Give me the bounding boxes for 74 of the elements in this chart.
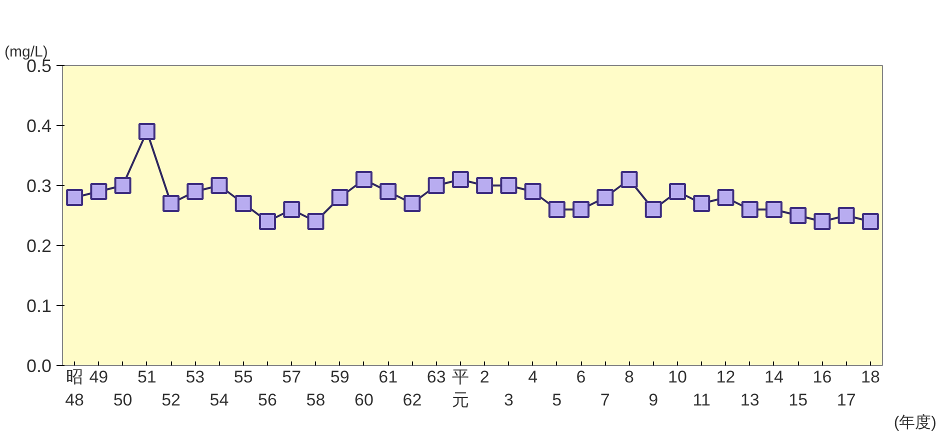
point — [428, 177, 445, 194]
point — [814, 213, 831, 230]
x-tick-label: 6 — [576, 368, 586, 386]
point — [838, 207, 855, 224]
point — [596, 189, 614, 206]
point — [717, 189, 734, 206]
x-tick-label: 13 — [740, 390, 760, 410]
point — [862, 213, 879, 230]
point — [790, 207, 807, 224]
x-tick-label: 61 — [378, 368, 398, 386]
x-tick-label: 4 — [528, 368, 538, 386]
x-tick-label: 9 — [648, 390, 658, 410]
x-tick-label: 3 — [504, 390, 514, 410]
point — [307, 213, 324, 230]
point — [355, 171, 372, 188]
point — [476, 177, 494, 194]
x-tick-label: 平元 — [452, 368, 469, 410]
point — [500, 177, 518, 194]
x-tick-label: 58 — [306, 390, 326, 410]
x-tick-label: 7 — [600, 390, 610, 410]
point — [693, 195, 710, 212]
point — [234, 195, 252, 212]
x-tick-label: 55 — [234, 368, 253, 386]
x-tick-label: 53 — [186, 368, 205, 386]
point — [380, 183, 397, 200]
point — [66, 189, 84, 206]
x-tick-label: 57 — [282, 368, 302, 386]
x-tick-label: 59 — [330, 368, 350, 386]
point — [548, 201, 566, 218]
x-tick-label: 2 — [480, 368, 490, 386]
point — [572, 201, 590, 218]
y-tick-label: 0.1 — [26, 296, 52, 316]
x-tick-label: 15 — [788, 390, 808, 410]
y-tick-label: 0.3 — [26, 176, 52, 196]
x-tick-label: 17 — [836, 390, 856, 410]
point — [524, 183, 542, 200]
x-tick-label: 18 — [860, 368, 880, 386]
x-tick-label: 63 — [426, 368, 446, 386]
x-tick-label: 5 — [552, 390, 562, 410]
point — [404, 195, 421, 212]
x-tick-label: 昭48 — [65, 368, 84, 410]
x-tick-label: 49 — [89, 368, 108, 386]
point — [620, 171, 638, 188]
x-tick-label: 11 — [692, 390, 710, 410]
point — [283, 201, 300, 218]
point — [331, 189, 348, 206]
point — [114, 177, 132, 194]
point — [452, 171, 469, 188]
point — [259, 213, 276, 230]
x-axis-title: (年度) — [894, 414, 936, 432]
point — [644, 201, 662, 218]
point — [162, 195, 180, 212]
x-tick-label: 50 — [113, 390, 132, 410]
x-tick-label: 60 — [354, 390, 374, 410]
x-tick-label: 10 — [668, 368, 687, 386]
x-tick-label: 16 — [812, 368, 832, 386]
x-tick-label: 62 — [402, 390, 422, 410]
x-tick-label: 8 — [624, 368, 634, 386]
y-tick-label: 0.2 — [26, 236, 52, 256]
point — [210, 177, 228, 194]
point — [741, 201, 758, 218]
x-tick-label: 52 — [162, 390, 180, 410]
point — [765, 201, 782, 218]
point — [138, 123, 156, 140]
point — [90, 183, 108, 200]
x-tick-label: 14 — [764, 368, 784, 386]
x-tick-label: 56 — [258, 390, 277, 410]
x-tick-label: 51 — [137, 368, 156, 386]
point — [669, 183, 686, 200]
y-tick-label: 0.4 — [26, 116, 52, 136]
y-tick-label: 0.0 — [26, 356, 52, 376]
x-tick-label: 12 — [716, 368, 736, 386]
x-tick-label: 54 — [210, 390, 229, 410]
point — [186, 183, 204, 200]
